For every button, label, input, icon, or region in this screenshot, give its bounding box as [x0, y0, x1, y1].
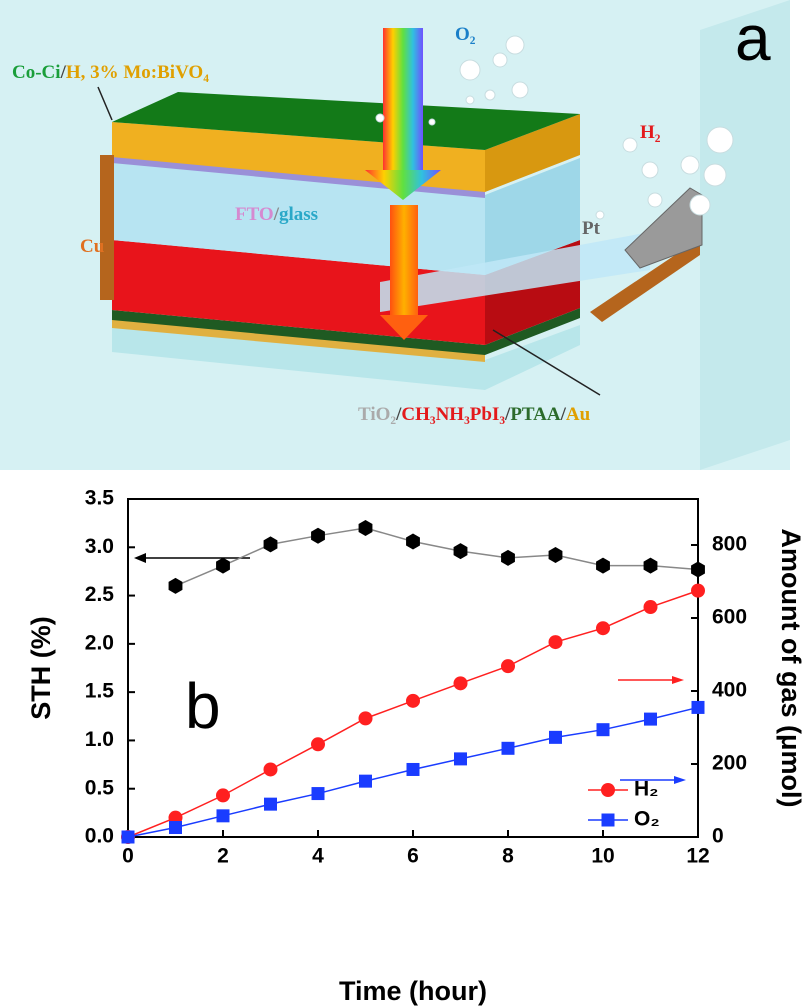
cu-left [100, 155, 114, 300]
marker [359, 775, 372, 788]
x-tick-label: 0 [122, 845, 134, 868]
y-tick-label: 0.5 [85, 776, 115, 799]
marker [216, 558, 230, 574]
legend-label: H₂ [634, 778, 659, 801]
marker [169, 821, 182, 834]
diagram-label: H₂ [640, 122, 661, 143]
marker [596, 621, 610, 635]
label-part: Co-Ci [12, 62, 61, 83]
label-part: O₂ [455, 24, 476, 45]
y2-tick-label: 600 [712, 606, 747, 629]
marker [217, 809, 230, 822]
y-tick-label: 2.5 [85, 583, 115, 606]
legend-marker [601, 783, 615, 797]
y-tick-label: 3.0 [85, 535, 114, 558]
x-tick-label: 6 [407, 845, 419, 868]
diagram-label: O₂ [455, 24, 476, 45]
marker [406, 533, 420, 549]
y2-tick-label: 0 [712, 825, 724, 848]
diagram-label: Co-Ci/H, 3% Mo:BiVO₄ [12, 62, 209, 83]
figure: a Co-Ci/H, 3% Mo:BiVO₄ O₂ H₂ FTO/glass Pt Cu T… [0, 0, 808, 1008]
marker [359, 711, 373, 725]
y-tick-label: 1.5 [85, 680, 115, 703]
marker [264, 536, 278, 552]
y2-tick-label: 400 [712, 679, 747, 702]
diagram-label: FTO/glass [235, 204, 318, 225]
diagram-label: TiO₂/CH₃NH₃PbI₃/PTAA/Au [358, 404, 591, 425]
y2-tick-label: 800 [712, 533, 747, 556]
light-beam-lower [390, 205, 418, 320]
y-axis-title: STH (%) [26, 616, 56, 720]
diagram-label: Cu [80, 236, 105, 257]
axis-arrow-head [672, 676, 684, 684]
x-tick-label: 12 [686, 845, 709, 868]
label-part: CH₃NH₃PbI₃ [401, 404, 505, 425]
marker [501, 550, 515, 566]
marker [454, 676, 468, 690]
marker [264, 762, 278, 776]
marker [549, 635, 563, 649]
y-tick-label: 0.0 [85, 825, 114, 848]
schematic: a Co-Ci/H, 3% Mo:BiVO₄ O₂ H₂ FTO/glass Pt Cu T… [0, 0, 790, 470]
diagram-label: Pt [582, 218, 601, 239]
marker [407, 763, 420, 776]
marker [312, 787, 325, 800]
x-tick-label: 10 [591, 845, 614, 868]
legend-marker [602, 814, 615, 827]
marker [549, 731, 562, 744]
y-tick-label: 3.5 [85, 487, 115, 510]
marker [169, 578, 183, 594]
light-beam [383, 28, 423, 178]
marker [596, 558, 610, 574]
marker [311, 528, 325, 544]
y2-axis-title: Amount of gas (μmol) [776, 529, 806, 808]
label-part: Pt [582, 218, 601, 239]
label-part: PTAA [510, 404, 561, 425]
marker [644, 600, 658, 614]
marker [122, 831, 135, 844]
marker [691, 584, 705, 598]
marker [311, 737, 325, 751]
panel-label: a [735, 2, 771, 74]
series-line [176, 528, 699, 586]
marker [502, 742, 515, 755]
marker [359, 520, 373, 536]
legend-label: O₂ [634, 808, 660, 831]
y-tick-label: 1.0 [85, 728, 114, 751]
x-tick-label: 4 [312, 845, 324, 868]
marker [264, 798, 277, 811]
marker [597, 723, 610, 736]
label-part: FTO [235, 204, 274, 225]
label-part: TiO₂ [358, 404, 396, 425]
label-part: H, 3% Mo:BiVO₄ [66, 62, 209, 83]
marker [454, 752, 467, 765]
axis-arrow-head [674, 776, 686, 784]
marker [406, 694, 420, 708]
x-tick-label: 2 [217, 845, 229, 868]
marker [692, 701, 705, 714]
chart: b Time (hour) STH (%) Amount of gas (μmo… [26, 487, 806, 1006]
marker [216, 788, 230, 802]
marker [644, 558, 658, 574]
marker [454, 543, 468, 559]
y-tick-label: 2.0 [85, 631, 114, 654]
panel-label: b [185, 670, 221, 742]
marker [501, 659, 515, 673]
axis-arrow-head [134, 553, 146, 563]
label-part: glass [279, 204, 318, 225]
x-tick-label: 8 [502, 845, 514, 868]
marker [644, 713, 657, 726]
y2-tick-label: 200 [712, 752, 747, 775]
marker [549, 547, 563, 563]
label-part: Au [566, 404, 591, 425]
x-axis-title: Time (hour) [339, 976, 487, 1006]
marker [691, 561, 705, 577]
label-part: Cu [80, 236, 105, 257]
label-part: H₂ [640, 122, 661, 143]
